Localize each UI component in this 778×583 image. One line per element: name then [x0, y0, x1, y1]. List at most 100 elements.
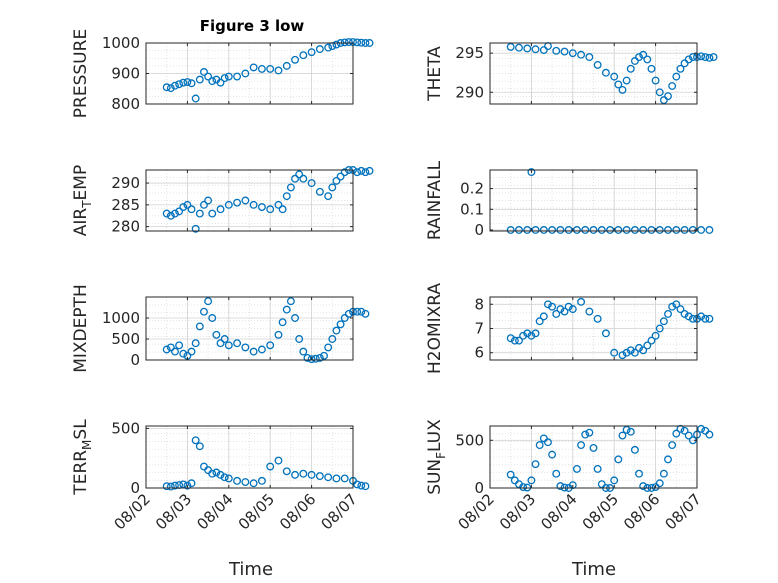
- data-point: [344, 309, 353, 318]
- data-point: [506, 470, 515, 479]
- data-point: [278, 205, 287, 214]
- data-point: [664, 310, 672, 318]
- y-tick-label: 7: [474, 320, 484, 338]
- y-tick-label: 800: [111, 95, 140, 113]
- data-point: [672, 72, 681, 81]
- data-point: [332, 326, 341, 335]
- data-point: [299, 51, 308, 60]
- data-point: [688, 53, 697, 62]
- data-point: [585, 307, 594, 316]
- data-point: [635, 53, 643, 62]
- data-point: [353, 168, 362, 177]
- data-point: [332, 176, 341, 185]
- data-point: [523, 329, 532, 338]
- data-point: [224, 200, 233, 209]
- data-point: [539, 226, 548, 234]
- data-point: [643, 341, 652, 350]
- data-point: [635, 469, 643, 478]
- data-point: [568, 305, 577, 314]
- data-point: [249, 200, 258, 209]
- data-point: [697, 226, 706, 234]
- data-point: [506, 42, 515, 51]
- data-point: [697, 52, 706, 61]
- data-point: [705, 226, 714, 234]
- data-point: [274, 330, 283, 339]
- data-point: [705, 53, 714, 62]
- data-point: [560, 307, 569, 316]
- data-point: [614, 226, 623, 234]
- subplot-theta: 290 295 THETA: [425, 42, 718, 105]
- data-point: [626, 427, 635, 436]
- data-point: [684, 431, 693, 440]
- data-point: [353, 38, 362, 47]
- data-point: [709, 53, 718, 62]
- data-point: [527, 168, 536, 177]
- y-tick-label: 0: [474, 221, 484, 239]
- data-point: [324, 43, 333, 52]
- data-point: [361, 168, 370, 177]
- data-point: [208, 314, 217, 322]
- data-point: [705, 314, 714, 323]
- data-point: [291, 470, 299, 479]
- data-point: [705, 430, 714, 439]
- subplot-mixdepth: 0 500 1000 MIXDEPTH: [71, 284, 370, 373]
- data-point: [655, 88, 664, 97]
- data-point: [241, 343, 250, 352]
- data-point: [166, 84, 175, 93]
- data-point: [655, 324, 664, 333]
- data-point: [519, 331, 528, 340]
- data-point: [191, 94, 200, 103]
- data-point: [183, 78, 192, 86]
- data-point: [208, 469, 217, 478]
- data-point: [299, 469, 308, 478]
- data-point: [552, 310, 561, 318]
- data-point: [539, 46, 548, 54]
- data-point: [684, 312, 693, 321]
- data-point: [697, 312, 706, 321]
- data-point: [220, 74, 229, 83]
- data-point: [556, 226, 565, 234]
- subplot-pressure: 800 900 1000 PRESSURE: [71, 29, 374, 118]
- y-axis-label: RAINFALL: [425, 160, 445, 240]
- data-point: [676, 305, 685, 314]
- y-axis-label: H2OMIXRA: [425, 283, 445, 374]
- data-point: [162, 345, 171, 354]
- data-point: [357, 38, 366, 47]
- data-point: [672, 300, 681, 309]
- data-point: [589, 226, 598, 234]
- data-point: [175, 80, 184, 89]
- data-point: [195, 209, 204, 218]
- data-point: [187, 205, 196, 214]
- data-point: [286, 183, 295, 192]
- data-point: [166, 211, 175, 220]
- data-point: [622, 425, 631, 434]
- data-point: [233, 476, 242, 485]
- y-tick-label: 6: [474, 344, 484, 362]
- y-tick-label: 0: [130, 479, 140, 497]
- data-point: [593, 464, 602, 473]
- data-point: [315, 45, 324, 54]
- data-point: [655, 226, 664, 234]
- axes-box: [489, 169, 698, 232]
- data-point: [357, 307, 366, 316]
- data-point: [688, 314, 697, 323]
- data-point: [523, 226, 532, 234]
- y-axis-label: SUNFLUX: [425, 419, 448, 495]
- data-point: [274, 200, 283, 209]
- data-point: [564, 226, 573, 234]
- data-point: [647, 64, 656, 73]
- data-point: [171, 209, 179, 218]
- data-point: [668, 441, 677, 450]
- data-point: [320, 351, 328, 360]
- data-point: [577, 297, 586, 306]
- data-point: [647, 336, 656, 345]
- axes-box: [489, 425, 698, 489]
- data-point: [233, 72, 242, 81]
- data-point: [622, 76, 631, 85]
- data-point: [257, 345, 266, 354]
- x-axis-label-left: Time: [228, 559, 273, 580]
- data-point: [568, 49, 577, 58]
- y-tick-label: 900: [111, 65, 140, 83]
- data-point: [701, 53, 710, 62]
